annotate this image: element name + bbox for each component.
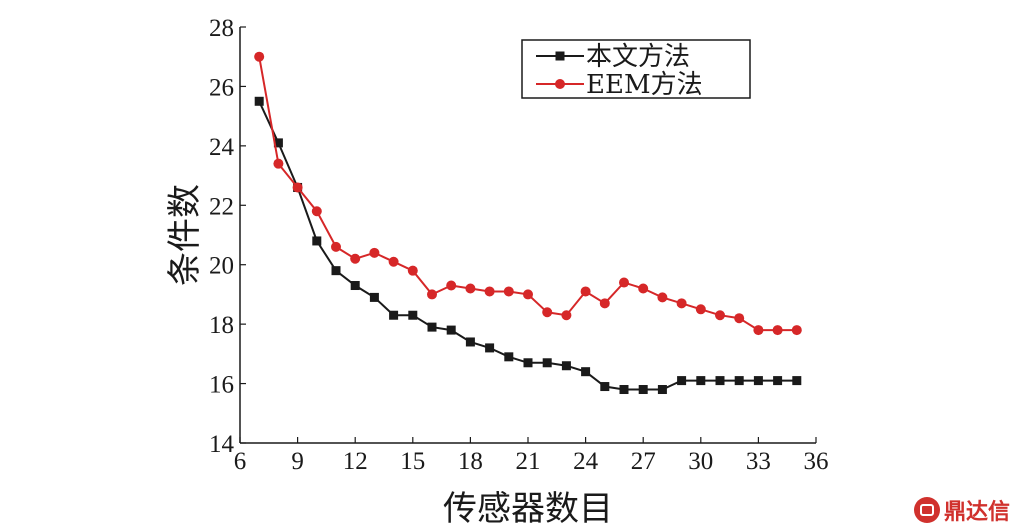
data-point	[273, 138, 283, 148]
data-point	[753, 376, 763, 386]
data-point	[504, 352, 514, 362]
x-tick-label: 33	[746, 448, 771, 475]
x-tick-label: 21	[516, 448, 541, 475]
data-point	[657, 385, 667, 395]
x-tick-label: 36	[804, 448, 829, 475]
y-axis-title: 条件数	[165, 184, 205, 286]
data-point	[580, 286, 591, 297]
data-point	[408, 310, 418, 320]
data-point	[791, 325, 802, 336]
data-point	[389, 310, 399, 320]
y-tick-label: 24	[209, 134, 235, 161]
data-point	[715, 376, 725, 386]
y-tick-label: 26	[209, 74, 234, 101]
series-2	[254, 51, 802, 336]
y-tick-label: 20	[209, 253, 234, 280]
data-point	[292, 182, 303, 193]
data-point	[369, 247, 380, 258]
x-tick-label: 15	[400, 448, 425, 475]
x-axis-title: 传感器数目	[443, 489, 613, 529]
data-point	[619, 277, 629, 288]
y-tick-label: 22	[209, 193, 234, 220]
data-point	[753, 325, 764, 336]
data-point	[561, 361, 571, 371]
data-point	[792, 376, 802, 386]
data-point	[638, 385, 648, 395]
x-tick-label: 18	[458, 448, 483, 475]
legend-label: EEM方法	[586, 70, 703, 100]
data-point	[772, 325, 783, 336]
data-point	[484, 286, 495, 297]
x-tick-label: 6	[234, 448, 247, 475]
data-point	[600, 382, 610, 392]
data-point	[369, 292, 379, 302]
data-point	[619, 385, 629, 395]
data-point	[427, 322, 437, 332]
data-point	[254, 96, 264, 106]
data-point	[388, 256, 399, 267]
data-point	[715, 310, 725, 321]
legend-marker	[555, 79, 565, 89]
data-point	[523, 358, 533, 368]
data-point	[734, 376, 744, 386]
x-tick-label: 24	[573, 448, 599, 475]
data-point	[350, 281, 360, 291]
watermark-text: 鼎达信	[943, 500, 1010, 525]
data-point	[350, 253, 361, 264]
data-point	[311, 206, 322, 217]
data-point	[254, 51, 265, 62]
data-point	[446, 280, 457, 291]
series-1	[254, 96, 802, 395]
x-tick-label: 12	[343, 448, 368, 475]
data-point	[599, 298, 610, 309]
data-point	[695, 304, 706, 315]
data-point	[581, 367, 591, 377]
data-point	[542, 307, 553, 318]
x-axis-ticks: 6 9 12 15 18 21 24 27 30 33 36	[234, 437, 829, 475]
y-tick-label: 16	[209, 372, 234, 399]
data-point	[465, 283, 476, 294]
data-point	[542, 358, 552, 368]
data-point	[446, 325, 456, 335]
legend-item: 本文方法	[536, 42, 690, 72]
data-point	[773, 376, 783, 386]
legend-label: 本文方法	[586, 42, 690, 72]
data-point	[407, 265, 418, 276]
data-point	[427, 289, 437, 300]
y-tick-label: 14	[209, 431, 235, 458]
data-point	[734, 313, 745, 324]
data-point	[465, 337, 475, 347]
watermark: 鼎达信	[913, 494, 1010, 526]
y-axis-ticks: 14 16 18 20 22 24 26 28	[209, 15, 246, 458]
data-point	[503, 286, 514, 297]
data-point	[676, 298, 687, 309]
data-point	[696, 376, 706, 386]
legend-marker	[555, 51, 565, 61]
series-layer	[254, 51, 802, 395]
y-tick-label: 28	[209, 15, 234, 42]
x-tick-label: 9	[291, 448, 304, 475]
data-point	[638, 283, 649, 294]
data-point	[677, 376, 687, 386]
legend-item: EEM方法	[536, 70, 703, 100]
data-point	[273, 158, 284, 169]
data-point	[331, 266, 341, 276]
data-point	[331, 241, 341, 252]
data-point	[561, 310, 572, 321]
x-tick-label: 27	[631, 448, 656, 475]
data-point	[485, 343, 495, 353]
data-point	[523, 289, 533, 300]
y-tick-label: 18	[209, 312, 234, 339]
data-point	[312, 236, 322, 246]
watermark-logo-icon	[913, 497, 940, 523]
x-tick-label: 30	[688, 448, 713, 475]
data-point	[657, 292, 668, 303]
